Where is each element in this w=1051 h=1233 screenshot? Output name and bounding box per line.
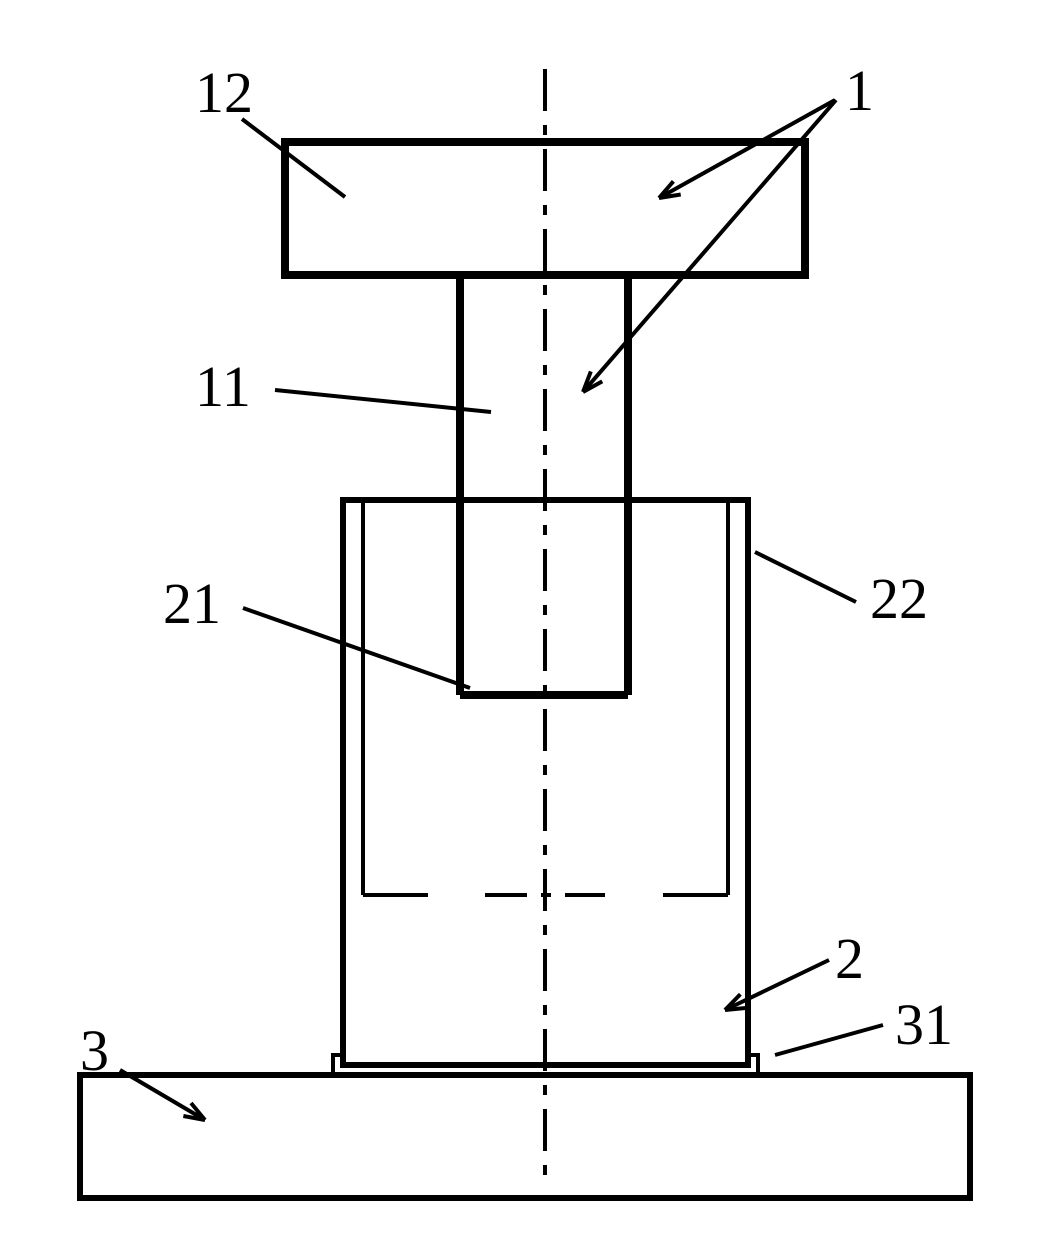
label-31: 31 — [895, 996, 953, 1054]
label-12: 12 — [195, 64, 253, 122]
label-1: 1 — [845, 62, 874, 120]
label-2: 2 — [835, 930, 864, 988]
label-21: 21 — [163, 575, 221, 633]
label-11: 11 — [195, 358, 251, 416]
technical-diagram: 12 1 11 21 22 2 31 3 — [0, 0, 1051, 1233]
label-3: 3 — [80, 1022, 109, 1080]
label-22: 22 — [870, 570, 928, 628]
